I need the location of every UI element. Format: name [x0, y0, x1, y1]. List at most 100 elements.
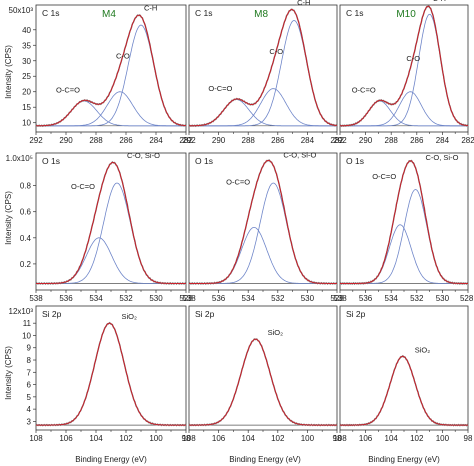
y-tick-label: 8: [27, 356, 32, 365]
x-tick-label: 286: [271, 136, 285, 145]
panel-label: O 1s: [346, 156, 364, 166]
x-tick-label: 538: [182, 294, 196, 303]
panel-label: O 1s: [195, 156, 213, 166]
y-axis-title-row-2: Intensity (CPS): [4, 191, 13, 245]
panel-2: 292 290 288 286 284 282 C 1s M8 O-C=O C-O C-H: [182, 0, 344, 145]
x-tick-label: 528: [179, 294, 193, 303]
raw-data-line: [188, 158, 338, 285]
peak-label: C-H: [144, 3, 157, 12]
fit-envelope-line: [189, 159, 337, 284]
plot-frame: [188, 305, 338, 431]
x-tick-label: 98: [333, 434, 342, 443]
y-axis-title-row-3: Intensity (CPS): [4, 346, 13, 400]
x-tick-label: 286: [410, 136, 424, 145]
x-tick-label: 530: [149, 294, 163, 303]
panel-9: 108 106 104 102 100 98 Si 2p SiO₂: [333, 305, 473, 443]
peak-label: O-C=O: [56, 85, 80, 94]
x-axis-title-col-1: Binding Energy (eV): [75, 455, 147, 464]
x-tick-label: 104: [242, 434, 256, 443]
peak-label: SiO₂: [415, 345, 431, 354]
x-tick-label: 104: [385, 434, 399, 443]
fit-envelope-line: [36, 161, 186, 284]
y-tick-label: 40: [22, 26, 31, 35]
x-tick-label: 288: [242, 136, 256, 145]
fit-envelope-line: [340, 355, 468, 426]
sample-label: M8: [254, 9, 268, 20]
y-tick-label: 4: [27, 405, 32, 414]
y-tick-label: 35: [22, 41, 31, 50]
component-peak: [189, 182, 337, 284]
raw-data-line: [188, 338, 338, 427]
x-tick-label: 290: [59, 136, 73, 145]
panel-4: 538 536 534 532 530 528 0.2 0.4 0.6 0.8 1.0x10⁵ O 1…: [6, 151, 194, 303]
x-tick-label: 108: [29, 434, 43, 443]
x-tick-label: 284: [149, 136, 163, 145]
x-tick-label: 292: [182, 136, 196, 145]
panel-6: 538 536 534 532 530 528· O 1s O-C=O C-O, Si-O: [333, 152, 474, 303]
fit-envelope-line: [36, 14, 186, 127]
y-tick-label: 0.4: [20, 234, 32, 243]
peak-label: C-O, Si-O: [283, 151, 316, 160]
x-tick-label: 284: [301, 136, 315, 145]
x-tick-label: 528: [330, 294, 344, 303]
component-peak: [36, 322, 186, 426]
peak-label: O-C=O: [352, 85, 376, 94]
component-peak: [36, 182, 186, 284]
x-tick-label: 102: [119, 434, 133, 443]
x-tick-label: 98: [182, 434, 191, 443]
panel-label: C 1s: [42, 8, 59, 18]
x-tick-label: 98: [464, 434, 473, 443]
x-tick-label: 534: [242, 294, 256, 303]
x-axis-title-col-2: Binding Energy (eV): [229, 455, 301, 464]
x-tick-label: 288: [385, 136, 399, 145]
x-tick-label: 536: [59, 294, 73, 303]
panel-label: C 1s: [195, 8, 212, 18]
raw-data-line: [35, 14, 187, 128]
x-tick-label: 106: [359, 434, 373, 443]
raw-data-line: [339, 159, 469, 286]
x-tick-label: 108: [333, 434, 347, 443]
x-tick-label: 532: [119, 294, 133, 303]
y-tick-label: 11: [23, 319, 32, 328]
y-tick-label: 3: [27, 417, 32, 426]
y-tick-label: 0.8: [20, 182, 32, 191]
component-peak: [189, 88, 337, 127]
y-scale-multiplier: 12x10³: [9, 307, 34, 316]
fit-envelope-line: [340, 160, 468, 284]
plot-frame: [35, 4, 187, 133]
component-peak: [36, 91, 186, 127]
plot-frame: [339, 305, 469, 431]
fit-envelope-line: [36, 322, 186, 426]
y-tick-label: 20: [22, 88, 31, 97]
component-peak: [189, 227, 337, 284]
y-tick-label: 0.2: [20, 260, 32, 269]
x-tick-label: 532: [271, 294, 285, 303]
raw-data-line: [188, 8, 338, 128]
peak-label: O-C=O: [372, 172, 396, 181]
x-tick-label: 538: [333, 294, 347, 303]
peak-label: C-H: [297, 0, 310, 7]
x-tick-label: 536: [212, 294, 226, 303]
x-tick-label: 100: [301, 434, 315, 443]
plot-frame: [188, 4, 338, 133]
peak-label: C-O: [406, 54, 420, 63]
x-tick-label: 282: [330, 136, 344, 145]
x-tick-label: 106: [59, 434, 73, 443]
x-tick-label: 530: [436, 294, 450, 303]
y-tick-label: 5: [27, 393, 32, 402]
fit-envelope-line: [340, 5, 469, 127]
x-tick-label: 100: [436, 434, 450, 443]
x-tick-label: 534: [89, 294, 103, 303]
peak-label: C-O, Si-O: [127, 151, 160, 160]
x-tick-label: 536: [359, 294, 373, 303]
raw-data-line: [35, 160, 187, 285]
peak-label: C-H: [433, 0, 446, 3]
panel-label: C 1s: [346, 8, 363, 18]
peak-label: SiO₂: [122, 312, 138, 321]
x-tick-label: 102: [271, 434, 285, 443]
x-axis-title-col-3: Binding Energy (eV): [368, 455, 440, 464]
plot-frame: [339, 4, 469, 133]
plot-frame: [188, 152, 338, 291]
x-tick-label: 104: [89, 434, 103, 443]
x-tick-label: 106: [212, 434, 226, 443]
